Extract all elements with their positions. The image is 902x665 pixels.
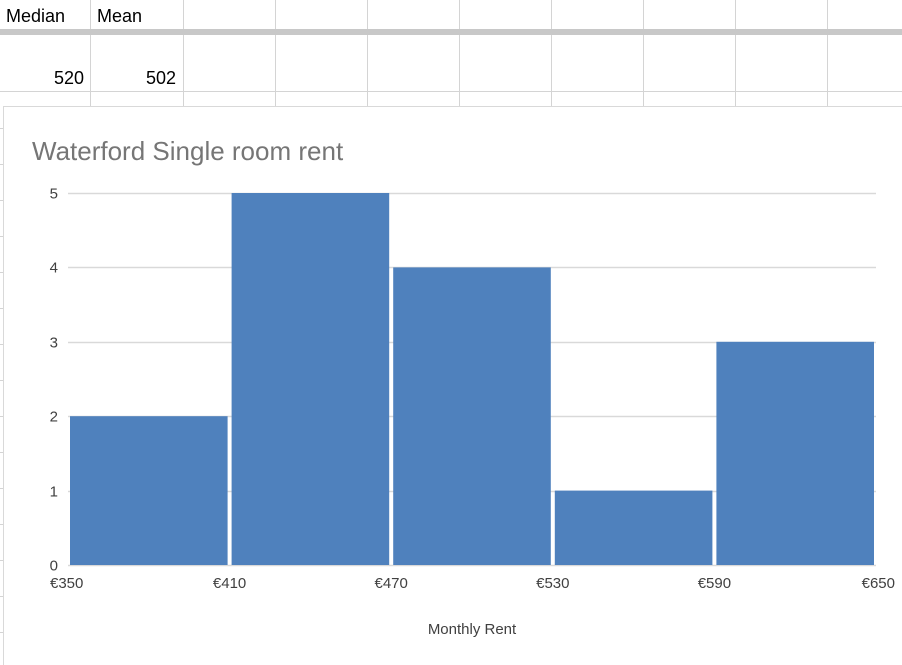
bars	[70, 193, 874, 565]
y-tick-label: 0	[50, 558, 58, 575]
x-tick-label: €410	[213, 575, 246, 592]
histogram-bar[interactable]	[555, 491, 713, 565]
x-axis-title: Monthly Rent	[428, 621, 517, 638]
x-tick-label: €350	[50, 575, 83, 592]
y-tick-label: 2	[50, 409, 58, 426]
y-tick-label: 1	[50, 484, 58, 501]
x-tick-label: €590	[698, 575, 731, 592]
y-tick-label: 5	[50, 186, 58, 203]
y-tick-label: 4	[50, 260, 58, 277]
y-tick-label: 3	[50, 335, 58, 352]
y-tick-labels: 0 1 2 3 4 5	[50, 186, 58, 575]
x-tick-labels: €350 €410 €470 €530 €590 €650	[50, 575, 895, 592]
histogram-bar[interactable]	[393, 267, 551, 565]
x-tick-label: €470	[375, 575, 408, 592]
histogram-bar[interactable]	[716, 342, 874, 565]
x-tick-label: €650	[862, 575, 895, 592]
histogram-bar[interactable]	[70, 416, 228, 565]
histogram-bar[interactable]	[232, 193, 390, 565]
x-tick-label: €530	[536, 575, 569, 592]
